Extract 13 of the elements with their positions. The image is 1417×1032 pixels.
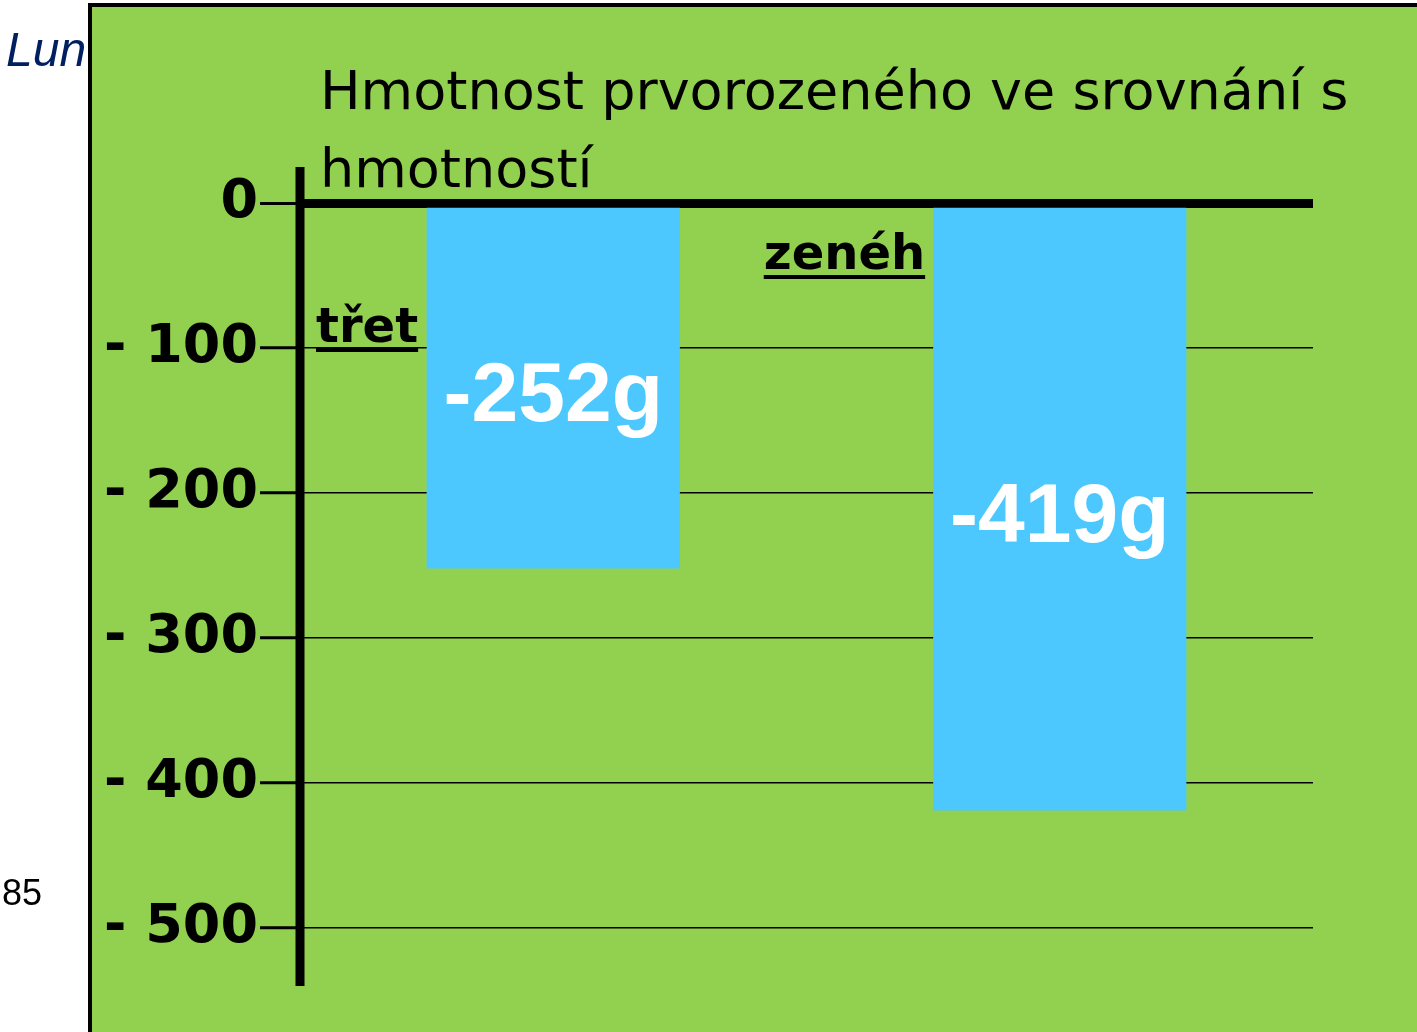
y-tick-label: - 500 — [104, 892, 258, 956]
y-tick-label: - 200 — [104, 457, 258, 521]
annotation: třet — [316, 297, 419, 353]
y-tick-label: - 300 — [104, 602, 258, 666]
text: Lun — [6, 22, 87, 77]
chart-title: Hmotnost prvorozeného ve srovnání s hmotností — [320, 59, 1349, 200]
data-label: -419g — [950, 466, 1170, 561]
y-tick-label: - 400 — [104, 747, 258, 811]
annotation: zenéh — [763, 224, 926, 280]
data-label: -252g — [443, 345, 663, 440]
y-tick-label: - 100 — [104, 312, 258, 376]
y-tick-label: 0 — [220, 167, 258, 231]
text: 85 — [2, 872, 43, 914]
